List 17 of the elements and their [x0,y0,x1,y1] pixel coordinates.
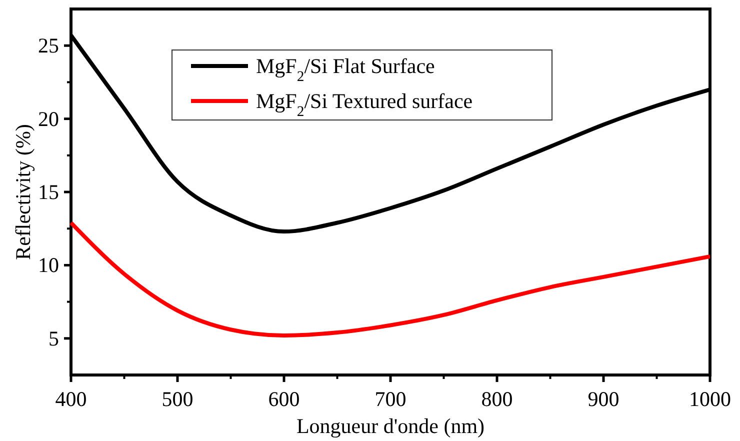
y-tick-label: 20 [38,106,59,131]
x-tick-label: 500 [162,387,194,411]
x-tick-label: 800 [481,387,513,411]
y-tick-label: 25 [38,34,59,58]
x-tick-label: 600 [268,387,300,411]
x-tick-label: 900 [588,387,620,411]
line-series [69,220,712,338]
x-tick-label: 1000 [689,387,731,411]
x-tick-label: 400 [55,387,87,411]
legend-label: MgF$_{2}$/Si Textured surface [256,89,473,120]
legend-label: MgF$_{2}$/Si Flat Surface [256,54,435,85]
y-axis-title: Reflectivity (%) [11,124,35,260]
y-tick-label: 15 [38,180,59,204]
y-tick-label: 5 [48,326,59,350]
y-tick-label: 10 [38,253,59,278]
x-tick-label: 700 [374,387,406,411]
x-axis-title: Longueur d'onde (nm) [296,414,485,438]
